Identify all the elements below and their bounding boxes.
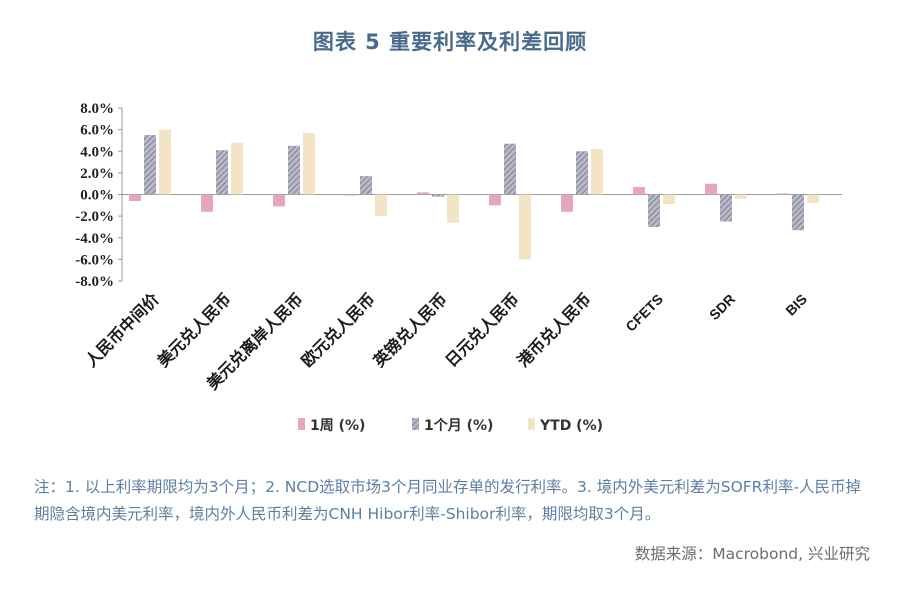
bar (375, 194, 387, 217)
bar (591, 149, 603, 195)
bar (648, 194, 660, 227)
bar (447, 194, 459, 223)
category-label: 日元兑人民币 (442, 289, 523, 370)
bar (144, 135, 156, 195)
chart-title: 图表 5 重要利率及利差回顾 (312, 30, 588, 54)
bar (561, 194, 573, 212)
bar (216, 150, 228, 195)
bar (663, 194, 675, 205)
category-label: BIS (782, 291, 810, 319)
category-label: 港币兑人民币 (514, 289, 595, 370)
legend-label: 1周 (%) (310, 418, 365, 434)
bar (489, 194, 501, 206)
bar (303, 132, 315, 195)
category-label: 欧元兑人民币 (298, 289, 379, 370)
bar-chart: 8.0% 6.0% 4.0% 2.0% 0.0% -2.0% -4.0% -6.0% -8.0%… (75, 101, 842, 434)
bar (345, 194, 357, 196)
bar (231, 142, 243, 195)
y-tick-label: 8.0% (80, 101, 114, 117)
bar (201, 194, 213, 212)
category-label: 人民币中间价 (82, 289, 164, 371)
y-tick-label: 6.0% (80, 123, 114, 139)
category-label: CFETS (622, 291, 666, 335)
bar (273, 194, 285, 207)
y-tick-label: 2.0% (80, 166, 114, 182)
bar (360, 176, 372, 195)
legend-label: YTD (%) (539, 418, 603, 434)
data-source: 数据来源：Macrobond, 兴业研究 (634, 545, 870, 563)
y-tick-label: -6.0% (75, 252, 114, 268)
bar (129, 194, 141, 201)
bar (807, 194, 819, 204)
bar (720, 194, 732, 222)
category-label: 英镑兑人民币 (369, 289, 451, 371)
bar (417, 192, 429, 195)
legend-swatch (528, 418, 535, 430)
bar (432, 194, 444, 197)
y-tick-label: 4.0% (80, 144, 114, 160)
bar (705, 183, 717, 195)
bar (735, 194, 747, 199)
bar (519, 194, 531, 260)
bar (504, 143, 516, 195)
legend-swatch (298, 418, 305, 430)
y-tick-label: -4.0% (75, 231, 114, 247)
bar (288, 145, 300, 195)
bar (633, 186, 645, 195)
legend-swatch (412, 418, 419, 430)
category-label: 美元兑人民币 (154, 289, 235, 370)
bar (792, 194, 804, 231)
y-tick-label: -8.0% (75, 274, 114, 290)
bar (159, 129, 171, 195)
y-tick-label: 0.0% (80, 188, 114, 204)
footnote: 注：1. 以上利率期限均为3个月；2. NCD选取市场3个月同业存单的发行利率。… (34, 478, 862, 523)
legend-label: 1个月 (%) (424, 417, 493, 434)
category-label: SDR (706, 291, 738, 323)
bar (777, 193, 789, 195)
bar (576, 151, 588, 195)
y-tick-label: -2.0% (75, 209, 114, 225)
